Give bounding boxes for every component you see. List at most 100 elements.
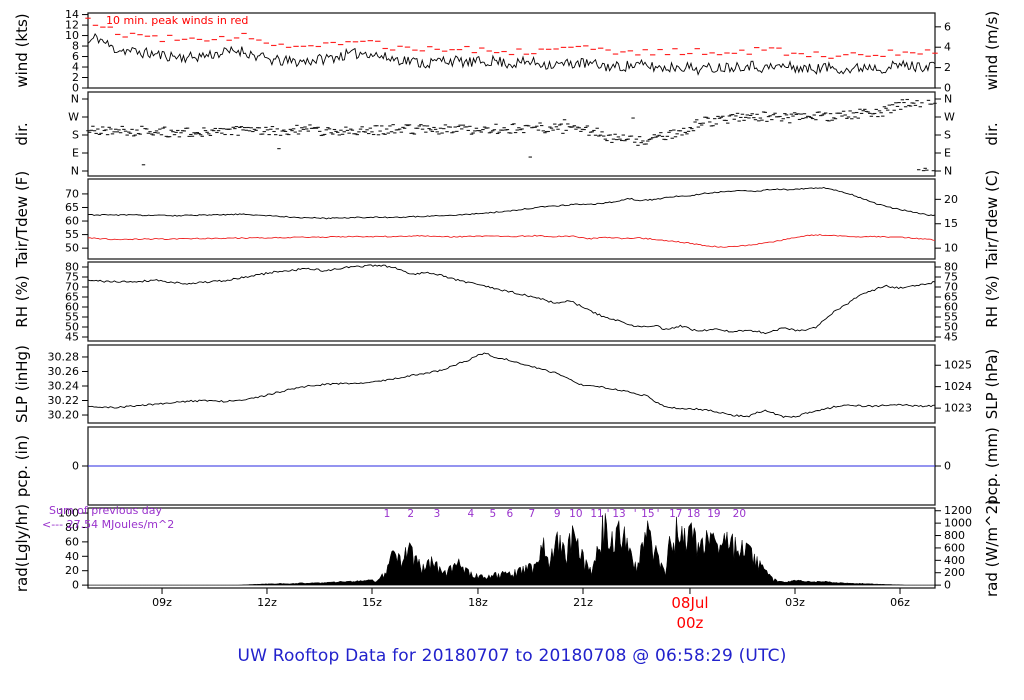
wind-axis-title-right: wind (m/s) (983, 11, 1001, 90)
temp-ytick-label-left: 65 (65, 201, 79, 214)
rh-ytick-label-left: 55 (65, 311, 79, 324)
wind-ytick-label-left: 4 (72, 61, 79, 74)
xtick-label: 21z (573, 596, 593, 609)
temp-ytick-label-left: 60 (65, 215, 79, 228)
xtick-label: 06z (890, 596, 910, 609)
wind-ytick-label-left: 6 (72, 50, 79, 63)
wind-ytick-label-right: 6 (944, 20, 951, 33)
temp-ytick-label-right: 20 (944, 193, 958, 206)
rad-axis-title-left: rad(Lgly/hr) (13, 504, 31, 592)
rad-ytick-label-right: 600 (944, 541, 965, 554)
rh-series-relative-humidity (87, 264, 936, 335)
rad-hour-mark: 5 (490, 508, 497, 520)
rad-hour-mark: 9 (554, 508, 561, 520)
xtick-date-label-day: 08Jul (671, 594, 708, 612)
dir-ytick-label-left: E (72, 147, 79, 160)
wind-ytick-label-left: 14 (65, 8, 79, 21)
rad-hour-mark: ' (634, 508, 637, 520)
rh-panel-border (87, 261, 936, 342)
rh-ytick-label-right: 75 (944, 271, 958, 284)
wind-ytick-label-left: 8 (72, 40, 79, 53)
slp-ytick-label-left: 30.26 (48, 365, 80, 378)
rad-ytick-label-left: 80 (65, 521, 79, 534)
slp-ytick-label-left: 30.24 (48, 379, 80, 392)
rh-ytick-label-left: 75 (65, 271, 79, 284)
slp-ytick-label-right: 1024 (944, 380, 972, 393)
wind-ytick-label-right: 0 (944, 82, 951, 95)
rad-hour-mark: 19 (707, 508, 720, 520)
rh-ytick-label-left: 45 (65, 331, 79, 344)
rad-hour-mark: 18 (687, 508, 700, 520)
dir-panel-border (87, 91, 936, 177)
rh-ytick-label-left: 50 (65, 321, 79, 334)
xtick-label: 09z (152, 596, 172, 609)
temp-series-dewpoint-temperature (87, 234, 936, 248)
xtick-label: 18z (468, 596, 488, 609)
rh-ytick-label-left: 60 (65, 301, 79, 314)
slp-axis-title-right: SLP (hPa) (983, 349, 1001, 419)
slp-ytick-label-left: 30.28 (48, 350, 80, 363)
rad-ytick-label-left: 40 (65, 550, 79, 563)
slp-ytick-label-right: 1025 (944, 359, 972, 372)
temp-panel-border (87, 178, 936, 260)
rh-ytick-label-right: 45 (944, 331, 958, 344)
dir-ytick-label-right: N (944, 165, 952, 178)
dir-ytick-label-right: W (944, 111, 955, 124)
rad-ytick-label-right: 1200 (944, 504, 972, 517)
rh-ytick-label-right: 70 (944, 281, 958, 294)
rad-series-solar-radiation (88, 513, 935, 586)
rad-hour-mark: 1 (384, 508, 391, 520)
pcp-axis-title-right: pcp. (mm) (983, 427, 1001, 505)
dir-axis-title-right: dir. (983, 122, 1001, 145)
slp-ytick-label-right: 1023 (944, 402, 972, 415)
rad-hour-mark: 13 (612, 508, 625, 520)
wind-ytick-label-left: 0 (72, 82, 79, 95)
xtick-label: 15z (362, 596, 382, 609)
rad-hour-mark: 3 (434, 508, 441, 520)
rad-hour-mark: ' (607, 508, 610, 520)
temp-axis-title-left: Tair/Tdew (F) (13, 171, 31, 269)
rh-axis-title-right: RH (%) (983, 275, 1001, 327)
rh-ytick-label-left: 70 (65, 281, 79, 294)
temp-ytick-label-left: 55 (65, 228, 79, 241)
wind-ytick-label-left: 2 (72, 71, 79, 84)
rad-ytick-label-left: 20 (65, 564, 79, 577)
temp-series-air-temperature (87, 187, 936, 220)
dir-ytick-label-left: N (71, 165, 79, 178)
rh-ytick-label-right: 65 (944, 291, 958, 304)
wind-ytick-label-right: 2 (944, 61, 951, 74)
rh-ytick-label-right: 55 (944, 311, 958, 324)
wind-axis-title-left: wind (kts) (13, 13, 31, 87)
rad-ytick-label-right: 0 (944, 579, 951, 592)
dir-ytick-label-right: N (944, 93, 952, 106)
wind-ytick-label-left: 12 (65, 19, 79, 32)
rad-hour-mark: 6 (506, 508, 513, 520)
rad-ytick-label-right: 400 (944, 554, 965, 567)
wind-annotation-0: 10 min. peak winds in red (106, 14, 248, 27)
chart-title: UW Rooftop Data for 20180707 to 20180708… (237, 646, 787, 666)
slp-ytick-label-left: 30.22 (48, 394, 80, 407)
xtick-label: 03z (785, 596, 805, 609)
rad-hour-mark: 7 (528, 508, 535, 520)
rad-hour-mark: 4 (468, 508, 475, 520)
rad-ytick-label-right: 1000 (944, 517, 972, 530)
rad-hour-mark: 17 (669, 508, 682, 520)
rh-ytick-label-left: 65 (65, 291, 79, 304)
slp-ytick-label-left: 30.20 (48, 409, 80, 422)
pcp-ytick-label-left: 0 (72, 460, 79, 473)
pcp-ytick-label-right: 0 (944, 460, 951, 473)
rad-hour-mark: 10 (569, 508, 582, 520)
pcp-axis-title-left: pcp. (in) (13, 435, 31, 497)
temp-ytick-label-left: 70 (65, 187, 79, 200)
rad-ytick-label-left: 100 (58, 507, 79, 520)
slp-panel-border (87, 344, 936, 424)
rh-ytick-label-left: 80 (65, 261, 79, 274)
temp-ytick-label-left: 50 (65, 242, 79, 255)
dir-ytick-label-left: S (72, 129, 79, 142)
rad-ytick-label-left: 60 (65, 535, 79, 548)
rh-ytick-label-right: 80 (944, 261, 958, 274)
rh-ytick-label-right: 60 (944, 301, 958, 314)
rh-axis-title-left: RH (%) (13, 275, 31, 327)
rad-ytick-label-right: 200 (944, 566, 965, 579)
